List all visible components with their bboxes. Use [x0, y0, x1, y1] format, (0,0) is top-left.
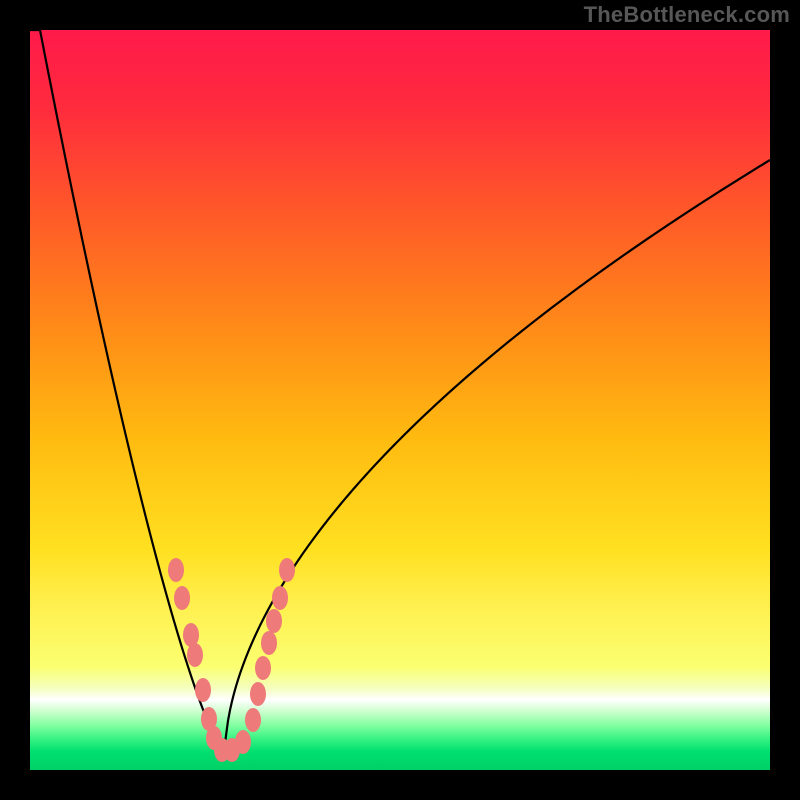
curve-marker — [279, 558, 295, 582]
curve-marker — [266, 609, 282, 633]
chart-container: TheBottleneck.com — [0, 0, 800, 800]
curve-marker — [168, 558, 184, 582]
curve-marker — [174, 586, 190, 610]
curve-marker — [195, 678, 211, 702]
curve-marker — [261, 631, 277, 655]
curve-marker — [272, 586, 288, 610]
gradient-background — [30, 30, 770, 770]
curve-marker — [235, 730, 251, 754]
curve-marker — [245, 708, 261, 732]
curve-marker — [187, 643, 203, 667]
curve-marker — [255, 656, 271, 680]
bottleneck-chart — [0, 0, 800, 800]
attribution-label: TheBottleneck.com — [584, 2, 790, 28]
curve-marker — [250, 682, 266, 706]
